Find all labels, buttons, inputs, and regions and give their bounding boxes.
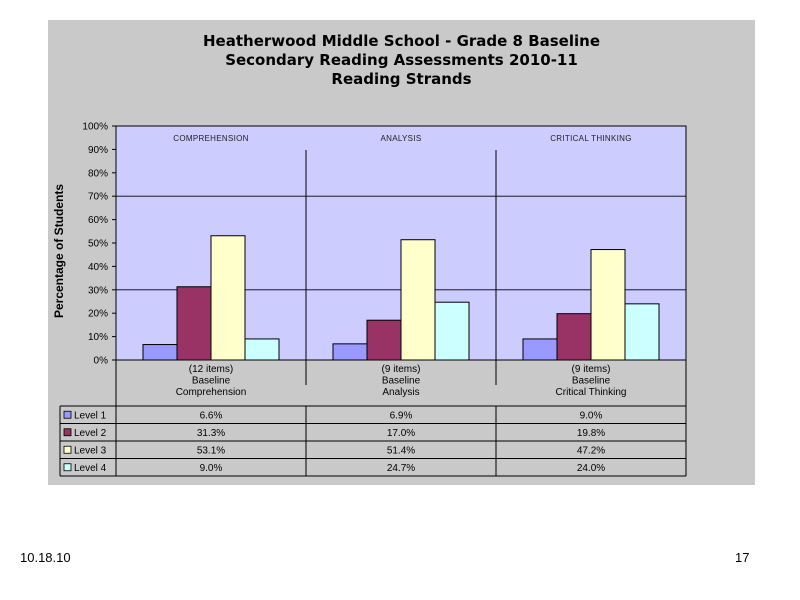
y-tick-label: 80% (88, 168, 108, 179)
data-label: 31.3% (197, 428, 225, 439)
y-tick-label: 20% (88, 309, 108, 320)
legend-key (63, 428, 72, 437)
y-tick-label: 40% (88, 262, 108, 273)
data-label: 24.7% (387, 463, 415, 474)
legend-key (63, 445, 72, 454)
category-label: Comprehension (176, 387, 247, 398)
legend-label: Level 3 (74, 445, 107, 456)
y-tick-label: 70% (88, 192, 108, 203)
bar (210, 235, 246, 361)
data-label: 24.0% (577, 463, 605, 474)
bar (522, 338, 558, 361)
legend-key (63, 410, 72, 419)
y-tick-label: 50% (88, 239, 108, 250)
bar (400, 239, 436, 361)
data-label: 51.4% (387, 445, 415, 456)
bar (332, 343, 368, 361)
y-tick-label: 30% (88, 285, 108, 296)
y-tick-label: 90% (88, 145, 108, 156)
y-tick-label: 0% (94, 356, 109, 367)
y-tick-label: 60% (88, 215, 108, 226)
data-label: 53.1% (197, 445, 225, 456)
group-header-label: CRITICAL THINKING (550, 134, 632, 143)
bar (624, 303, 660, 361)
data-label: 9.0% (200, 463, 223, 474)
slide-page-number: 17 (735, 550, 750, 565)
legend-label: Level 4 (74, 463, 107, 474)
data-label: 6.9% (390, 410, 413, 421)
bar (366, 319, 402, 361)
category-label: Baseline (572, 376, 611, 387)
bar (590, 249, 626, 361)
chart-title-line-3: Reading Strands (331, 70, 472, 88)
bar (176, 286, 212, 361)
legend-label: Level 1 (74, 410, 107, 421)
bar (244, 338, 280, 361)
category-label: (9 items) (572, 364, 611, 375)
y-axis-label: Percentage of Students (52, 184, 66, 318)
category-label: (9 items) (382, 364, 421, 375)
slide-date: 10.18.10 (20, 550, 71, 565)
plot-area: 0% 10% 20% 30% 40% 50% 60% 70% 80% 90% 100% COMPREH… (82, 122, 687, 385)
category-label: Critical Thinking (556, 387, 627, 398)
bar (556, 313, 592, 361)
y-tick-label: 10% (88, 332, 108, 343)
group-header-label: COMPREHENSION (173, 134, 248, 143)
bar (142, 344, 178, 361)
group-header-label: ANALYSIS (381, 134, 422, 143)
category-label: Analysis (382, 387, 419, 398)
category-label: Baseline (192, 376, 231, 387)
data-label: 47.2% (577, 445, 605, 456)
y-tick-label: 100% (82, 122, 108, 133)
legend-key (63, 463, 72, 472)
chart-title-line-2: Secondary Reading Assessments 2010-11 (225, 51, 578, 69)
data-label: 9.0% (580, 410, 603, 421)
chart-title: Heatherwood Middle School - Grade 8 Base… (48, 32, 755, 89)
chart-title-line-1: Heatherwood Middle School - Grade 8 Base… (203, 32, 600, 50)
category-label: Baseline (382, 376, 421, 387)
data-label: 19.8% (577, 428, 605, 439)
bar (434, 301, 470, 361)
legend-label: Level 2 (74, 428, 107, 439)
data-label: 17.0% (387, 428, 415, 439)
data-label: 6.6% (200, 410, 223, 421)
category-label: (12 items) (189, 364, 233, 375)
